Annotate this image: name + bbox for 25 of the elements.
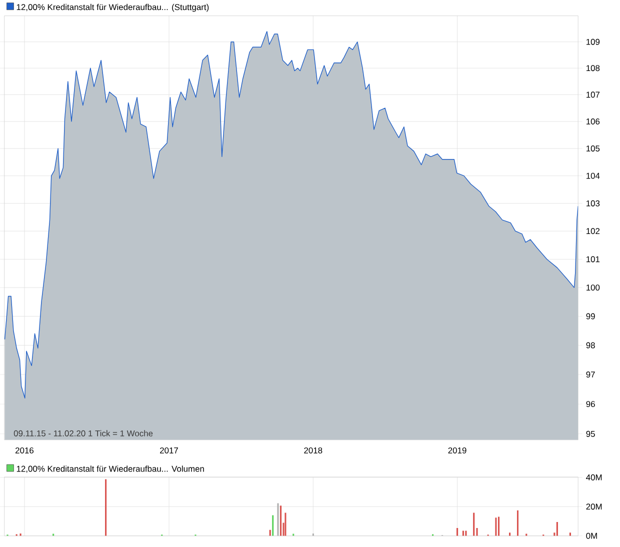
- x-tick-label: 2017: [160, 447, 178, 454]
- y-tick-label: 105: [586, 146, 600, 152]
- y-tick-label: 95: [586, 430, 595, 437]
- y-tick-label: 101: [586, 256, 600, 262]
- y-tick-label: 107: [586, 92, 600, 98]
- y-tick-label: 40M: [586, 474, 602, 480]
- y-tick-label: 0M: [586, 532, 597, 539]
- y-tick-label: 96: [586, 401, 595, 408]
- y-tick-label: 108: [586, 65, 600, 72]
- y-tick-label: 98: [586, 342, 595, 348]
- y-tick-label: 103: [586, 200, 600, 206]
- legend-label: 12,00% Kreditanstalt für Wiederaufbau... (Stuttgart): [16, 4, 209, 12]
- y-tick-label: 99: [586, 313, 595, 320]
- y-tick-label: 104: [586, 172, 600, 179]
- y-tick-label: 106: [586, 118, 600, 124]
- y-tick-label: 109: [586, 38, 600, 45]
- x-tick-label: 2018: [304, 447, 322, 454]
- x-tick-label: 2016: [16, 447, 34, 454]
- y-tick-label: 20M: [586, 504, 602, 510]
- y-tick-label: 102: [586, 228, 600, 234]
- y-tick-label: 100: [586, 284, 600, 291]
- x-tick-label: 2019: [448, 447, 466, 454]
- annotation: 09.11.15 - 11.02.20 1 Tick = 1 Woche: [14, 430, 153, 436]
- y-tick-label: 97: [586, 372, 595, 378]
- legend-label: 12,00% Kreditanstalt für Wiederaufbau... Volumen: [16, 466, 204, 473]
